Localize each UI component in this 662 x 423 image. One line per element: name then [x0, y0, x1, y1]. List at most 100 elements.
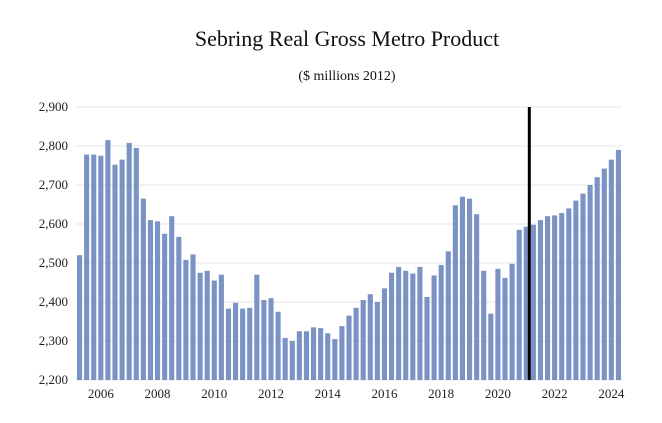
bar: [374, 302, 380, 380]
bar: [466, 198, 473, 380]
bars: [76, 140, 622, 380]
bar: [218, 274, 224, 380]
bar: [154, 221, 161, 380]
bar: [552, 215, 558, 380]
bar: [98, 155, 104, 380]
bar: [573, 200, 579, 380]
chart-title: Sebring Real Gross Metro Product: [195, 26, 499, 51]
bar: [339, 326, 345, 380]
x-tick-label: 2018: [428, 386, 454, 401]
bar: [417, 266, 423, 380]
bar: [488, 313, 494, 380]
y-tick-label: 2,500: [39, 255, 68, 270]
bar: [91, 154, 97, 380]
bar: [240, 308, 246, 380]
bar: [396, 266, 402, 380]
bar: [608, 159, 614, 380]
bar: [424, 296, 430, 380]
bar: [112, 164, 118, 380]
bar: [381, 288, 388, 380]
bar: [481, 270, 487, 380]
bar: [353, 307, 359, 380]
y-axis-ticks: 2,200 2,300 2,400 2,500 2,600 2,700 2,800 2,900: [39, 99, 68, 387]
bar: [296, 331, 302, 380]
x-tick-label: 2012: [258, 386, 284, 401]
bar: [509, 263, 515, 380]
bar: [587, 185, 593, 380]
bar: [516, 229, 522, 380]
bar: [615, 149, 622, 380]
bar: [126, 142, 132, 380]
bar: [594, 177, 600, 380]
y-tick-label: 2,900: [39, 99, 68, 114]
bar: [105, 140, 111, 380]
bar: [268, 298, 274, 380]
bar: [247, 307, 253, 380]
bar: [310, 327, 317, 380]
bar: [580, 193, 586, 380]
bar: [211, 280, 217, 380]
bar: [544, 216, 551, 380]
bar: [275, 311, 281, 380]
bar: [225, 308, 232, 380]
bar: [147, 220, 154, 380]
bar: [254, 274, 260, 380]
bar: [495, 268, 501, 380]
x-axis-ticks: 2006 2008 2010 2012 2014 2016 2018 2020 2022 2024: [88, 386, 625, 401]
bar: [523, 226, 529, 380]
bar: [410, 273, 416, 380]
x-tick-label: 2010: [201, 386, 227, 401]
x-tick-label: 2020: [485, 386, 511, 401]
bar: [566, 208, 572, 380]
bar: [197, 272, 203, 380]
bar: [204, 270, 210, 380]
bar: [162, 233, 168, 380]
bar: [445, 251, 451, 380]
bar: [388, 272, 395, 380]
bar: [183, 259, 189, 380]
bar: [190, 254, 196, 380]
bar: [169, 216, 175, 380]
bar: [502, 277, 508, 380]
bar: [452, 205, 458, 380]
y-tick-label: 2,800: [39, 138, 68, 153]
x-tick-label: 2006: [88, 386, 115, 401]
y-tick-label: 2,600: [39, 216, 68, 231]
bar: [601, 168, 607, 380]
bar: [119, 159, 125, 380]
bar: [282, 337, 288, 380]
bar: [537, 220, 544, 380]
bar: [530, 224, 536, 380]
bar: [459, 196, 466, 380]
x-tick-label: 2014: [315, 386, 342, 401]
bar: [474, 214, 480, 380]
bar: [438, 264, 444, 380]
bar: [431, 275, 437, 380]
bar: [332, 339, 338, 380]
bar: [289, 341, 295, 380]
bar: [133, 147, 139, 380]
bar: [325, 333, 331, 380]
x-tick-label: 2008: [145, 386, 171, 401]
x-tick-label: 2024: [598, 386, 625, 401]
bar: [346, 315, 352, 380]
bar: [303, 331, 310, 380]
y-tick-label: 2,200: [39, 372, 68, 387]
x-tick-label: 2022: [542, 386, 568, 401]
y-tick-label: 2,400: [39, 294, 68, 309]
bar: [318, 328, 324, 380]
bar: [76, 255, 83, 380]
y-tick-label: 2,700: [39, 177, 68, 192]
x-tick-label: 2016: [371, 386, 398, 401]
bar: [84, 154, 90, 380]
bar: [140, 198, 146, 380]
bar: [232, 302, 239, 380]
bar: [559, 213, 565, 380]
bar: [261, 300, 267, 380]
y-tick-label: 2,300: [39, 333, 68, 348]
bar: [403, 270, 409, 380]
bar: [176, 236, 182, 380]
bar: [360, 300, 366, 380]
bar: [367, 294, 373, 380]
